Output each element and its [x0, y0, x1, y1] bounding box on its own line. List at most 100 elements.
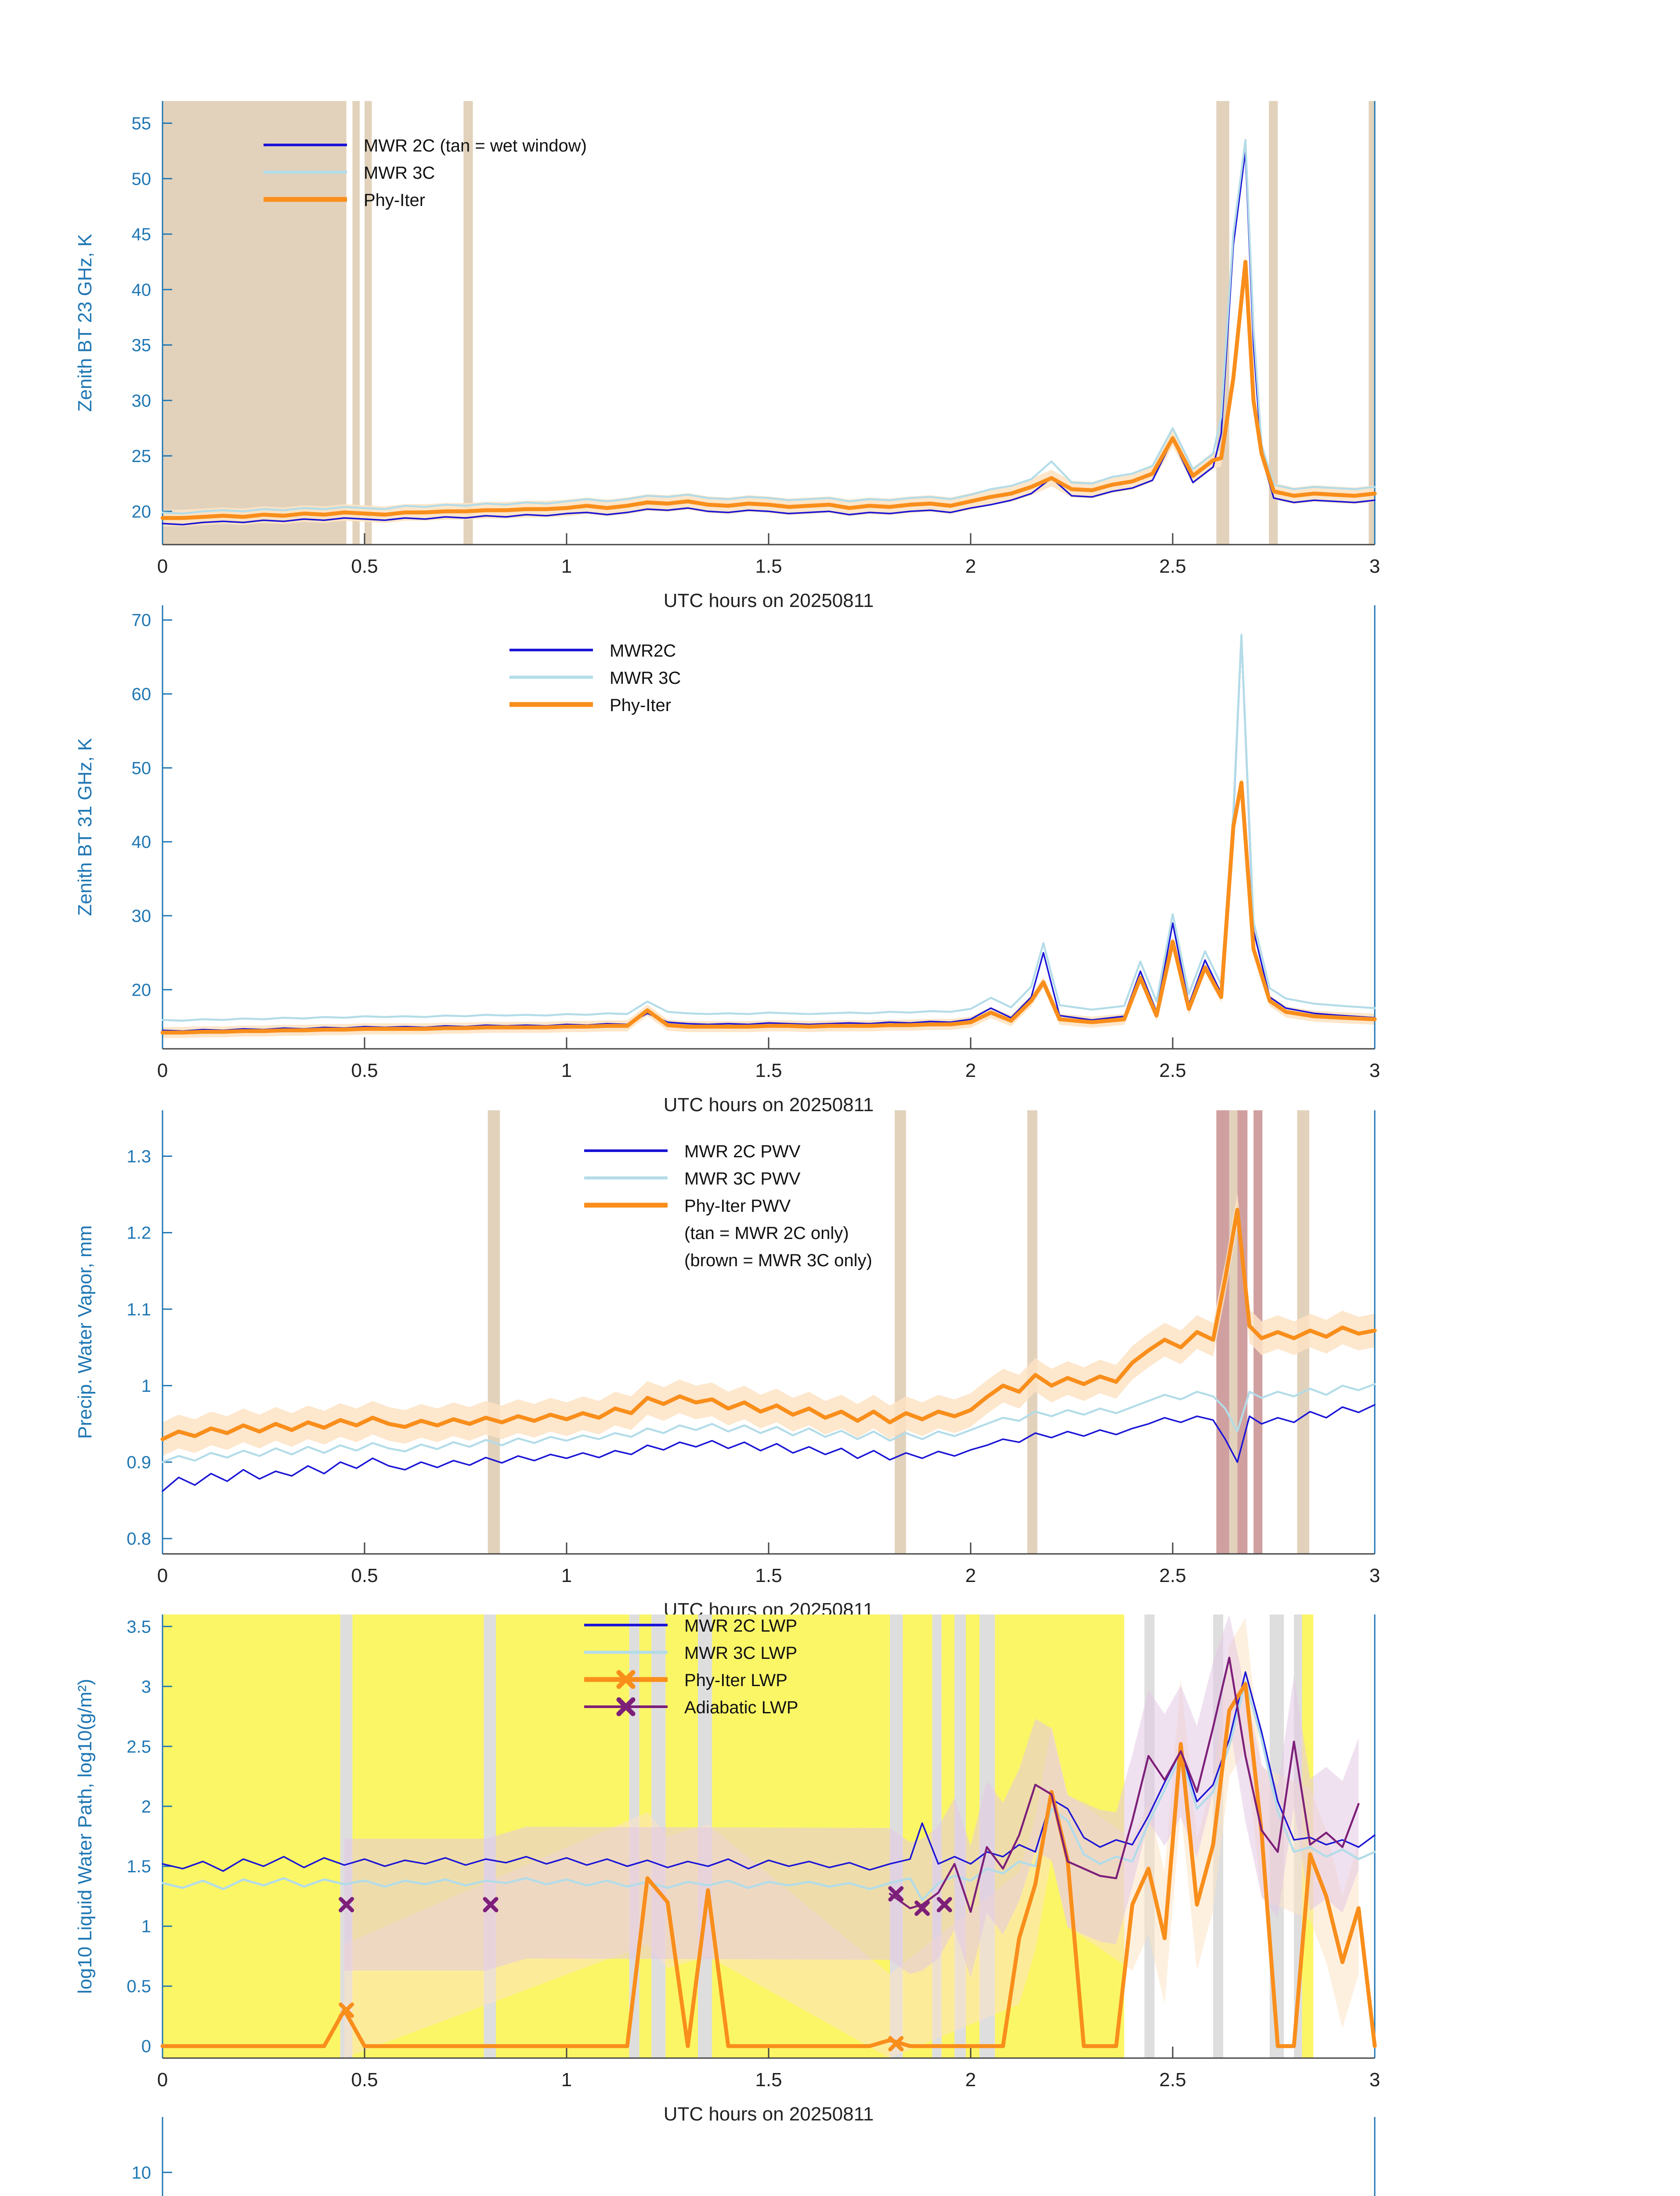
x-axis-label: UTC hours on 20250811 — [664, 590, 874, 611]
x-axis-label: UTC hours on 20250811 — [664, 1094, 874, 1116]
shaded-region-yellow — [712, 1614, 890, 2058]
series-line-adiabatic-lwp — [889, 1657, 1360, 1913]
panel-dqflag-axes: 024681000.511.522.53 — [132, 2117, 1376, 2196]
y-tick-label: 0.9 — [126, 1453, 151, 1472]
y-tick-label: 3 — [141, 1677, 151, 1697]
shaded-region-tan — [365, 101, 372, 545]
x-tick-label: 1.5 — [755, 1565, 782, 1586]
shaded-region-grey — [340, 1614, 353, 2058]
y-tick-label: 1.3 — [126, 1147, 151, 1166]
y-tick-label: 2.5 — [126, 1737, 151, 1756]
shaded-region-brown — [1254, 1110, 1263, 1554]
data-marker-x — [914, 1900, 930, 1916]
y-tick-label: 30 — [132, 391, 152, 411]
panel-lwp-legend: MWR 2C LWP MWR 3C LWP Phy-Iter LWP Adiabati… — [584, 1616, 798, 1717]
legend-label: MWR 2C LWP — [684, 1616, 797, 1636]
y-tick-label: 0.8 — [126, 1529, 151, 1549]
shaded-region-yellow — [163, 1614, 340, 2058]
x-tick-label: 1.5 — [755, 556, 782, 577]
x-tick-label: 0 — [157, 1565, 168, 1586]
shaded-region-grey — [979, 1614, 995, 2058]
shaded-region-grey — [698, 1614, 712, 2058]
x-tick-label: 1.5 — [755, 2069, 782, 2091]
shaded-region-yellow — [995, 1614, 1124, 2058]
x-tick-label: 2 — [965, 2069, 976, 2091]
x-tick-label: 0 — [157, 556, 168, 577]
shaded-region-tan — [1216, 101, 1229, 545]
x-tick-label: 1.5 — [755, 1060, 782, 1081]
panel-lwp-axes: 0 0.5 1 1.5 2 2.5 3 3.5 0 0.5 1 1.5 2 2.5 3 — [126, 1614, 1380, 2091]
shaded-region-grey — [484, 1614, 496, 2058]
y-tick-label: 0.5 — [126, 1977, 151, 1996]
data-marker-x — [339, 1897, 354, 1913]
data-marker-x — [888, 2036, 904, 2052]
x-tick-label: 0.5 — [351, 556, 378, 577]
series-line-phy-iter-pwv — [160, 1207, 1377, 1441]
y-tick-label: 50 — [132, 170, 152, 189]
shaded-region-yellow — [903, 1614, 932, 2058]
series-line-mwr-2c — [162, 150, 1376, 526]
shaded-region-yellow — [352, 1614, 484, 2058]
shaded-region-yellow — [1302, 1614, 1314, 2058]
data-marker-x — [936, 1897, 952, 1913]
shaded-region-yellow — [639, 1614, 652, 2058]
shaded-region-grey — [629, 1614, 639, 2058]
panel-bt31-legend: MWR2C MWR 3C Phy-Iter — [509, 641, 681, 715]
y-tick-label: 60 — [132, 685, 152, 704]
x-tick-label: 0 — [157, 2069, 168, 2091]
x-tick-label: 2.5 — [1159, 2069, 1186, 2091]
shaded-region-tan — [488, 1110, 500, 1554]
legend-marker-x — [616, 1697, 636, 1716]
shaded-region-tan — [1268, 101, 1278, 545]
data-marker-x — [888, 1886, 904, 1902]
y-tick-label: 45 — [132, 225, 152, 244]
shaded-region-brown — [1216, 1110, 1229, 1554]
x-axis-label: UTC hours on 20250811 — [664, 2103, 874, 2125]
shaded-region-grey — [1213, 1614, 1223, 2058]
panel-bt31-axes: 20 30 40 50 60 70 0 0.5 1 1.5 2 2.5 3 — [132, 605, 1380, 1081]
series-line-mwr-2c-lwp — [162, 1671, 1376, 1872]
y-tick-label: 40 — [132, 280, 152, 300]
legend-label: (tan = MWR 2C only) — [684, 1224, 849, 1243]
shaded-region-grey — [954, 1614, 966, 2058]
x-tick-label: 3 — [1369, 556, 1380, 577]
y-tick-label: 50 — [132, 758, 152, 778]
shaded-region-yellow — [965, 1614, 980, 2058]
y-tick-label: 30 — [132, 907, 152, 926]
x-tick-label: 2.5 — [1159, 1060, 1186, 1081]
y-tick-label: 1.1 — [126, 1300, 151, 1319]
legend-label: (brown = MWR 3C only) — [684, 1251, 872, 1270]
uncertainty-band — [163, 253, 1375, 527]
shaded-region-grey — [890, 1614, 903, 2058]
shaded-region-grey — [1144, 1614, 1155, 2058]
legend-label: Phy-Iter LWP — [684, 1671, 788, 1690]
y-tick-label: 25 — [132, 447, 152, 466]
y-tick-label: 20 — [132, 980, 152, 1000]
y-axis-label: Precip. Water Vapor, mm — [74, 1225, 96, 1439]
series-line-phy-iter — [160, 260, 1377, 520]
uncertainty-band — [163, 1193, 1375, 1456]
shaded-region-tan — [352, 101, 360, 545]
panel-pwv-axes: 0.8 0.9 1 1.1 1.2 1.3 0 0.5 1 1.5 2 2.5 3 — [126, 1110, 1380, 1586]
x-tick-label: 0.5 — [351, 1565, 378, 1586]
y-axis-label: Zenith BT 31 GHz, K — [74, 738, 96, 916]
shaded-region-tan — [1229, 1110, 1238, 1554]
x-tick-label: 1 — [561, 556, 572, 577]
y-tick-label: 3.5 — [126, 1617, 151, 1636]
y-axis-label: log10 Liquid Water Path, log10(g/m²) — [74, 1679, 96, 1994]
data-marker-x — [483, 1897, 499, 1913]
series-line-mwr-2c-pwv — [162, 1404, 1376, 1492]
x-tick-label: 2.5 — [1159, 556, 1186, 577]
x-tick-label: 2 — [965, 1060, 976, 1081]
x-tick-label: 2 — [965, 556, 976, 577]
shaded-region-grey — [1269, 1614, 1284, 2058]
shaded-region-tan — [1027, 1110, 1037, 1554]
shaded-region-tan — [895, 1110, 906, 1554]
legend-label: MWR 2C PWV — [684, 1142, 801, 1161]
x-tick-label: 2 — [965, 1565, 976, 1586]
y-tick-label: 20 — [132, 502, 152, 521]
x-tick-label: 0.5 — [351, 1060, 378, 1081]
